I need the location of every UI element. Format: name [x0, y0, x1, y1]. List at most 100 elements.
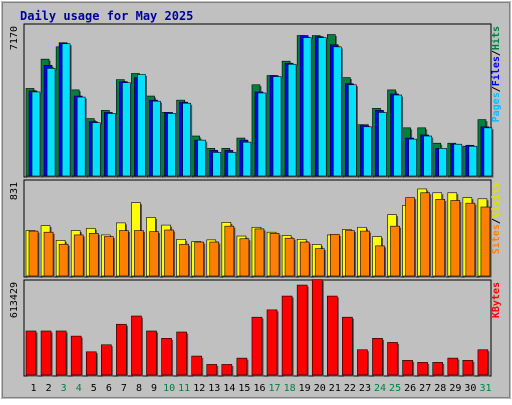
bar-pages-day-25 [393, 94, 402, 177]
bar-pages-day-1 [31, 91, 41, 177]
bar-sites-day-20 [314, 248, 325, 277]
bar-pages-day-14 [227, 152, 237, 177]
bar-pages-day-24 [378, 112, 387, 177]
axis-legend-label: Pages/Files/Hits [490, 26, 502, 122]
bar-sites-day-5 [88, 232, 99, 277]
bar-kbytes-day-9 [146, 330, 157, 376]
x-tick-label: 12 [193, 383, 205, 394]
bar-sites-day-16 [254, 228, 265, 277]
bar-pages-day-18 [287, 63, 297, 177]
bar-sites-day-30 [465, 202, 476, 277]
bar-pages-day-26 [408, 138, 417, 177]
bar-kbytes-day-19 [296, 284, 308, 376]
bar-kbytes-day-25 [387, 342, 398, 376]
x-tick-label: 13 [208, 383, 220, 394]
bar-pages-day-16 [257, 92, 267, 177]
x-tick-label: 27 [419, 383, 431, 394]
bar-sites-day-4 [73, 234, 84, 277]
bar-kbytes-day-5 [85, 351, 97, 376]
max-value-label: 7170 [9, 26, 20, 50]
bar-pages-day-6 [107, 113, 116, 177]
bar-sites-day-12 [194, 241, 205, 277]
legend-part: Files [490, 56, 502, 86]
bar-kbytes-day-3 [55, 330, 67, 376]
bar-pages-day-13 [212, 152, 222, 177]
bar-kbytes-day-28 [432, 362, 444, 376]
bar-pages-day-2 [46, 68, 56, 177]
bar-kbytes-day-26 [402, 360, 413, 376]
bar-kbytes-day-2 [40, 330, 52, 376]
bar-sites-day-11 [179, 243, 189, 277]
bar-sites-day-23 [360, 230, 370, 277]
legend-part: / [491, 86, 502, 92]
bar-pages-day-9 [152, 100, 161, 177]
bar-pages-day-15 [242, 141, 252, 177]
bar-pages-day-5 [91, 122, 101, 177]
x-tick-label: 9 [151, 383, 157, 394]
x-tick-label: 16 [253, 383, 265, 394]
bar-kbytes-day-4 [70, 335, 82, 376]
bar-kbytes-day-14 [221, 364, 233, 376]
bar-kbytes-day-27 [417, 362, 428, 376]
bar-kbytes-day-12 [191, 355, 203, 376]
bar-pages-day-23 [363, 126, 372, 177]
bar-kbytes-day-21 [326, 295, 338, 376]
bar-pages-day-27 [423, 135, 432, 177]
legend-part: / [491, 50, 502, 56]
bar-pages-day-31 [483, 127, 493, 177]
bar-sites-day-21 [329, 234, 340, 277]
x-tick-label: 10 [163, 383, 175, 394]
bar-sites-day-29 [450, 200, 461, 277]
bar-kbytes-day-7 [116, 323, 127, 376]
bar-pages-day-4 [76, 96, 86, 177]
x-tick-label: 15 [238, 383, 250, 394]
bar-sites-day-9 [149, 231, 159, 277]
bar-kbytes-day-22 [342, 316, 353, 376]
x-tick-label: 4 [76, 383, 82, 394]
x-tick-label: 7 [121, 383, 127, 394]
bar-kbytes-day-24 [372, 338, 383, 376]
bar-kbytes-day-11 [176, 331, 187, 376]
bar-sites-day-7 [119, 230, 129, 277]
bar-kbytes-day-23 [357, 349, 368, 376]
bar-kbytes-day-30 [462, 360, 474, 376]
x-tick-label: 30 [464, 383, 476, 394]
bar-pages-day-29 [453, 143, 463, 177]
bar-pages-day-8 [137, 74, 146, 177]
bar-pages-day-22 [348, 84, 357, 177]
bar-sites-day-3 [58, 243, 69, 277]
bar-kbytes-day-1 [25, 330, 37, 376]
bar-kbytes-day-29 [447, 357, 459, 376]
x-tick-label: 26 [404, 383, 416, 394]
bar-sites-day-25 [390, 225, 400, 277]
bar-sites-day-10 [164, 229, 174, 277]
bar-sites-day-27 [420, 192, 430, 277]
x-tick-label: 1 [31, 383, 37, 394]
bar-sites-day-26 [405, 197, 415, 277]
legend-part: Hits [490, 26, 502, 50]
bar-kbytes-day-13 [206, 364, 218, 376]
bar-sites-day-14 [224, 225, 235, 277]
x-tick-label: 8 [136, 383, 142, 394]
bar-sites-day-17 [269, 232, 280, 277]
bar-pages-day-19 [302, 37, 312, 177]
axis-legend-label: KBytes [491, 282, 502, 318]
bar-pages-day-11 [182, 102, 191, 177]
x-tick-label: 31 [479, 383, 491, 394]
bar-pages-day-12 [197, 139, 207, 177]
legend-part: Pages [491, 92, 502, 122]
x-tick-label: 28 [434, 383, 446, 394]
panel-2: 831 Sites/Visits [9, 179, 502, 278]
x-tick-label: 17 [269, 383, 281, 394]
legend-part: Visits [490, 182, 502, 218]
bar-pages-day-17 [272, 76, 282, 177]
x-tick-label: 5 [91, 383, 97, 394]
x-tick-label: 20 [314, 383, 326, 394]
bar-pages-day-28 [438, 148, 448, 177]
bar-kbytes-day-16 [251, 316, 263, 376]
bar-kbytes-day-17 [266, 309, 278, 376]
legend-part: KBytes [491, 282, 502, 318]
